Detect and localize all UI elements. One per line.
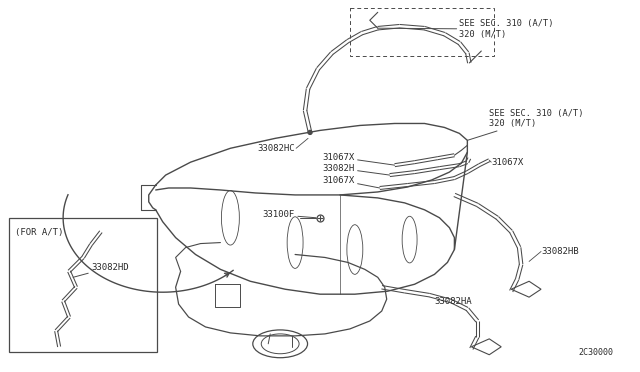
Text: 33082HD: 33082HD — [73, 263, 129, 277]
Text: 31067X: 31067X — [323, 153, 395, 165]
Text: 2C30000: 2C30000 — [579, 348, 614, 357]
Text: 33100F: 33100F — [263, 210, 316, 219]
Text: 33082HB: 33082HB — [541, 247, 579, 256]
Text: 31067X: 31067X — [323, 176, 380, 188]
Ellipse shape — [308, 131, 312, 134]
Text: 33082HC: 33082HC — [257, 144, 295, 153]
Text: SEE SEC. 310 (A/T)
320 (M/T): SEE SEC. 310 (A/T) 320 (M/T) — [378, 19, 554, 39]
Text: SEE SEC. 310 (A/T)
320 (M/T): SEE SEC. 310 (A/T) 320 (M/T) — [467, 109, 584, 140]
Text: 33082HA: 33082HA — [435, 296, 472, 306]
Text: 33082H: 33082H — [323, 164, 390, 175]
Text: 31067X: 31067X — [492, 158, 524, 167]
Bar — [10, 218, 157, 352]
Bar — [350, 8, 494, 56]
Text: (FOR A/T): (FOR A/T) — [15, 228, 64, 237]
